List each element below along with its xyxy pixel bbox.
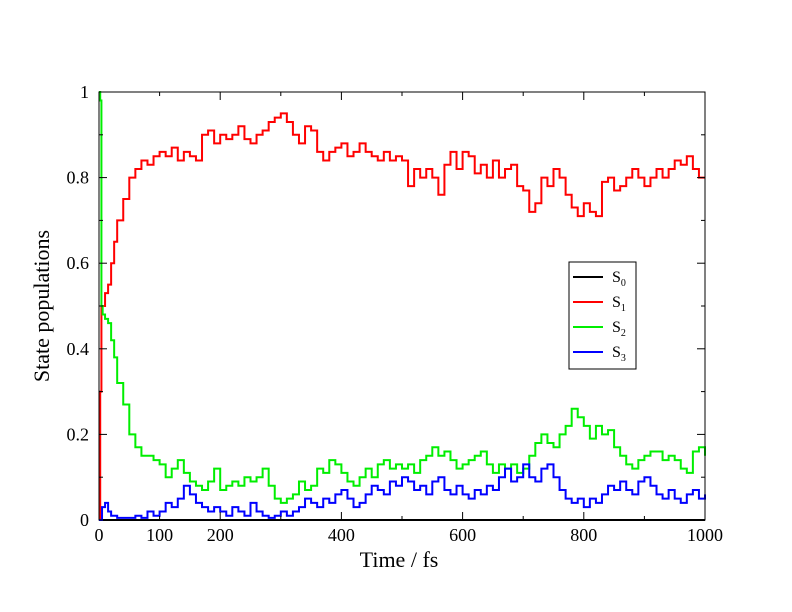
- series-line-s3: [99, 463, 706, 521]
- legend-items: S0 S1 S2 S3: [573, 269, 626, 364]
- tick-labels-layer: 0 100 200 400 600 800 1000 0 0.2 0.4 0.6 0.8 1: [67, 82, 724, 545]
- x-tick-label: 0: [95, 525, 104, 545]
- series-line-s1: [99, 112, 705, 521]
- y-tick-label: 1: [80, 82, 89, 102]
- x-tick-label: 200: [207, 525, 234, 545]
- x-axis-title: Time / fs: [360, 547, 439, 572]
- y-tick-label: 0.8: [67, 168, 90, 188]
- y-tick-label: 0.6: [67, 253, 90, 273]
- legend: S0 S1 S2 S3: [568, 261, 637, 370]
- ticks-layer: [98, 91, 706, 521]
- series-line-s2: [99, 91, 706, 504]
- legend-label-s3: S3: [612, 344, 626, 364]
- x-tick-label: 1000: [687, 525, 723, 545]
- y-axis-title: State populations: [29, 230, 54, 382]
- x-tick-label: 600: [449, 525, 476, 545]
- legend-label-s1: S1: [612, 294, 626, 314]
- y-tick-label: 0.4: [67, 339, 90, 359]
- legend-label-s2: S2: [612, 319, 626, 339]
- y-tick-label: 0.2: [67, 424, 90, 444]
- y-tick-label: 0: [80, 510, 89, 530]
- x-tick-label: 100: [146, 525, 173, 545]
- x-tick-label: 400: [328, 525, 355, 545]
- x-tick-label: 800: [570, 525, 597, 545]
- legend-label-s0: S0: [612, 269, 626, 289]
